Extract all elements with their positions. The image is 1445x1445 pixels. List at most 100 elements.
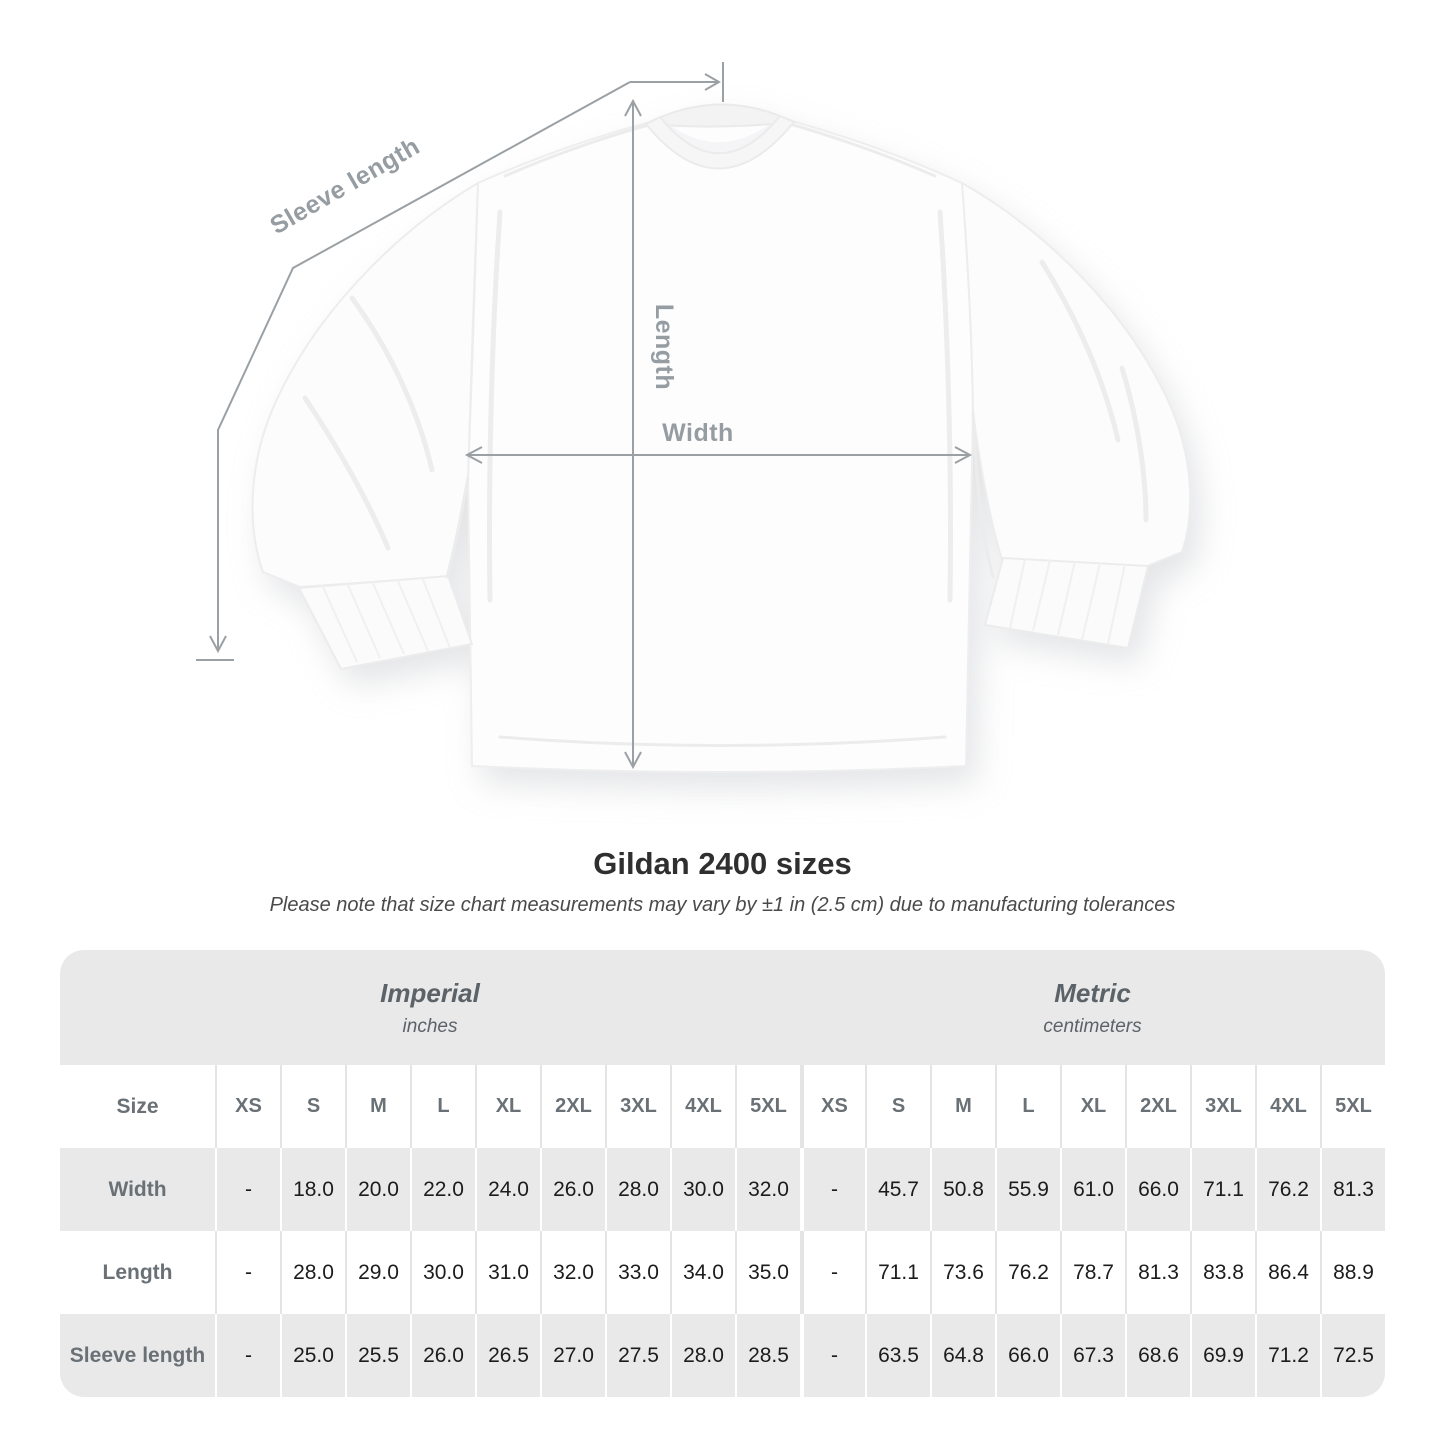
size-value-metric: 69.9 [1190, 1314, 1255, 1397]
size-value-imperial: 20.0 [345, 1148, 410, 1231]
size-value-metric: 78.7 [1060, 1231, 1125, 1314]
sleeve-length-right-arrowhead [704, 73, 722, 91]
size-value-imperial: 28.0 [605, 1148, 670, 1231]
size-value-imperial: - [215, 1231, 280, 1314]
size-table-grid: Size XS S M L XL 2XL 3XL 4XL 5XL XS S M L XL 2XL 3XL 4XL 5… [60, 1065, 1385, 1397]
size-col-header-imperial-3xl: 3XL [605, 1065, 670, 1148]
size-value-imperial: 24.0 [475, 1148, 540, 1231]
size-value-metric: 67.3 [1060, 1314, 1125, 1397]
size-value-imperial: 26.0 [410, 1314, 475, 1397]
size-value-metric: - [800, 1148, 865, 1231]
size-value-metric: 86.4 [1255, 1231, 1320, 1314]
width-right-arrowhead [954, 446, 973, 464]
size-col-header-imperial-m: M [345, 1065, 410, 1148]
size-value-imperial: 25.5 [345, 1314, 410, 1397]
size-col-header-imperial-4xl: 4XL [670, 1065, 735, 1148]
sleeve-length-diagonal-line [217, 81, 631, 650]
size-value-metric: 81.3 [1320, 1148, 1385, 1231]
size-col-header-metric-xs: XS [800, 1065, 865, 1148]
size-value-imperial: 25.0 [280, 1314, 345, 1397]
tolerance-note: Please note that size chart measurements… [269, 894, 1176, 916]
length-label: Length [650, 304, 678, 390]
size-value-imperial: 28.0 [280, 1231, 345, 1314]
length-top-arrowhead [624, 98, 642, 117]
measurement-lines [196, 62, 973, 770]
sleeve-length-down-arrowhead [209, 635, 227, 654]
size-value-imperial: 34.0 [670, 1231, 735, 1314]
metric-section-title: Metric [1054, 977, 1131, 1008]
size-col-header-imperial-xs: XS [215, 1065, 280, 1148]
size-col-header-imperial-2xl: 2XL [540, 1065, 605, 1148]
metric-section-unit: centimeters [1043, 1015, 1142, 1037]
size-col-header-metric-2xl: 2XL [1125, 1065, 1190, 1148]
size-col-header-metric-4xl: 4XL [1255, 1065, 1320, 1148]
size-value-metric: 50.8 [930, 1148, 995, 1231]
size-value-imperial: 26.0 [540, 1148, 605, 1231]
size-col-header-metric-s: S [865, 1065, 930, 1148]
size-col-header-metric-m: M [930, 1065, 995, 1148]
size-value-metric: 76.2 [1255, 1148, 1320, 1231]
size-value-imperial: 29.0 [345, 1231, 410, 1314]
size-value-metric: 64.8 [930, 1314, 995, 1397]
shirt-measurement-diagram: Sleeve length Length Width [196, 62, 1192, 773]
size-value-imperial: 32.0 [540, 1231, 605, 1314]
size-value-imperial: 31.0 [475, 1231, 540, 1314]
width-label: Width [662, 419, 734, 447]
metric-section-header: Metric centimeters [800, 950, 1385, 1065]
size-value-metric: 66.0 [995, 1314, 1060, 1397]
size-col-header-imperial-s: S [280, 1065, 345, 1148]
size-value-imperial: 33.0 [605, 1231, 670, 1314]
sleeve-length-label: Sleeve length [265, 132, 424, 240]
row-label: Sleeve length [60, 1314, 215, 1397]
size-value-imperial: 28.5 [735, 1314, 800, 1397]
imperial-section-header: Imperial inches [60, 950, 800, 1065]
size-value-metric: 81.3 [1125, 1231, 1190, 1314]
size-value-metric: 71.2 [1255, 1314, 1320, 1397]
size-value-metric: 45.7 [865, 1148, 930, 1231]
size-value-metric: 68.6 [1125, 1314, 1190, 1397]
length-bottom-arrowhead [624, 751, 642, 770]
imperial-section-unit: inches [402, 1015, 458, 1037]
size-value-metric: 72.5 [1320, 1314, 1385, 1397]
size-value-imperial: 27.0 [540, 1314, 605, 1397]
size-value-metric: 76.2 [995, 1231, 1060, 1314]
size-value-imperial: - [215, 1148, 280, 1231]
size-value-metric: 71.1 [1190, 1148, 1255, 1231]
unit-system-header-band: Imperial inches Metric centimeters [60, 950, 1385, 1065]
size-col-header-metric-5xl: 5XL [1320, 1065, 1385, 1148]
size-chart-table: Imperial inches Metric centimeters Size X… [60, 950, 1385, 1397]
size-value-imperial: 30.0 [410, 1231, 475, 1314]
row-label: Width [60, 1148, 215, 1231]
size-value-metric: 61.0 [1060, 1148, 1125, 1231]
size-col-header-metric-xl: XL [1060, 1065, 1125, 1148]
size-value-imperial: 28.0 [670, 1314, 735, 1397]
size-value-imperial: 32.0 [735, 1148, 800, 1231]
size-value-imperial: 18.0 [280, 1148, 345, 1231]
row-label: Length [60, 1231, 215, 1314]
size-value-metric: 55.9 [995, 1148, 1060, 1231]
size-value-imperial: 35.0 [735, 1231, 800, 1314]
size-value-metric: - [800, 1314, 865, 1397]
size-value-metric: 63.5 [865, 1314, 930, 1397]
size-value-metric: 73.6 [930, 1231, 995, 1314]
size-value-metric: 71.1 [865, 1231, 930, 1314]
size-value-imperial: 27.5 [605, 1314, 670, 1397]
size-value-metric: 66.0 [1125, 1148, 1190, 1231]
size-value-imperial: 26.5 [475, 1314, 540, 1397]
size-col-header-imperial-5xl: 5XL [735, 1065, 800, 1148]
page-title: Gildan 2400 sizes [593, 846, 852, 881]
size-col-header-imperial-xl: XL [475, 1065, 540, 1148]
size-value-metric: 88.9 [1320, 1231, 1385, 1314]
size-value-metric: 83.8 [1190, 1231, 1255, 1314]
size-value-metric: - [800, 1231, 865, 1314]
imperial-section-title: Imperial [380, 977, 480, 1008]
long-sleeve-shirt-illustration [251, 103, 1192, 773]
size-col-header-imperial-l: L [410, 1065, 475, 1148]
width-left-arrowhead [464, 446, 483, 464]
size-value-imperial: - [215, 1314, 280, 1397]
size-col-header-metric-l: L [995, 1065, 1060, 1148]
size-value-imperial: 22.0 [410, 1148, 475, 1231]
size-header-label: Size [60, 1065, 215, 1148]
size-col-header-metric-3xl: 3XL [1190, 1065, 1255, 1148]
size-value-imperial: 30.0 [670, 1148, 735, 1231]
